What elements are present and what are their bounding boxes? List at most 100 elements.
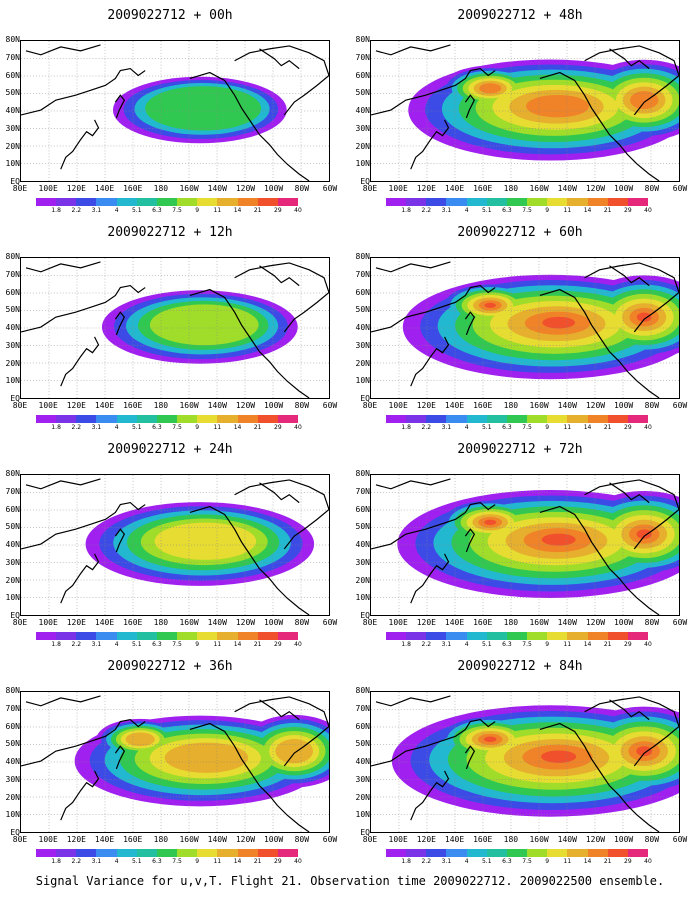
coastline — [609, 482, 650, 504]
colorbar-swatch — [156, 198, 178, 206]
colorbar-swatch — [197, 632, 218, 640]
colorbar-label: 21 — [603, 207, 612, 214]
map-canvas — [21, 475, 329, 615]
latitude-label: 30N — [355, 123, 370, 133]
longitude-label: 80E — [12, 835, 28, 844]
latitude-label: 10N — [355, 810, 370, 820]
colorbar-label: 1.8 — [401, 424, 411, 431]
longitude-label: 140E — [94, 184, 115, 193]
coastline — [189, 288, 310, 398]
longitude-label: 180 — [153, 184, 169, 193]
panel-title: 2009022712 + 72h — [457, 442, 583, 457]
longitude-label: 100W — [613, 618, 634, 627]
colorbar-label: 40 — [644, 641, 652, 648]
coastline — [259, 265, 300, 287]
colorbar-label: 7.5 — [172, 424, 182, 431]
colorbar-label: 40 — [644, 207, 652, 214]
latitude-label: 70N — [355, 269, 370, 279]
latitude-label: EQ — [360, 611, 370, 620]
colorbar-swatch — [627, 415, 649, 423]
longitude-label: 140W — [207, 184, 227, 193]
coastline — [410, 119, 450, 170]
longitude-label: 60W — [322, 835, 338, 844]
latitude-label: 70N — [5, 52, 20, 62]
coastline — [375, 261, 451, 273]
colorbar — [386, 849, 649, 857]
colorbar-labels: 1.8 2.2 3.1 4 5.1 6.3 7.5 9 11 14 21 29 40 — [386, 207, 651, 215]
latitude-label: 70N — [355, 703, 370, 713]
latitude-label: 10N — [5, 159, 20, 169]
longitude-label: 100E — [38, 184, 58, 193]
colorbar-swatch — [237, 632, 258, 640]
coastline — [114, 745, 126, 770]
colorbar-label: 6.3 — [152, 207, 162, 214]
colorbar-swatch — [136, 632, 157, 640]
colorbar-label: 14 — [233, 641, 242, 648]
longitude-label: 120W — [585, 401, 606, 410]
longitude-label: 160W — [179, 835, 199, 844]
colorbar-swatch — [177, 849, 198, 857]
longitude-label: 140W — [557, 618, 577, 627]
latitude-label: 60N — [5, 70, 20, 80]
colorbar-label: 11 — [563, 207, 572, 214]
longitude-label: 60W — [672, 401, 688, 410]
longitude-label: 120W — [235, 618, 256, 627]
colorbar-swatch — [257, 632, 278, 640]
colorbar-swatch — [156, 632, 178, 640]
colorbar-swatch — [426, 415, 447, 423]
colorbar-label: 9 — [545, 858, 550, 865]
colorbar-swatch — [406, 632, 427, 640]
colorbar-label: 2.2 — [71, 424, 82, 431]
panel-title: 2009022712 + 48h — [457, 8, 583, 23]
coastline — [410, 336, 450, 387]
colorbar-label: 7.5 — [522, 858, 532, 865]
colorbar-swatch — [446, 415, 467, 423]
coastline — [609, 265, 650, 287]
longitude-label: 120E — [66, 835, 86, 844]
colorbar-label: 4 — [114, 641, 119, 648]
variance-contour — [149, 304, 259, 346]
coastline — [539, 71, 660, 181]
latitude-label: 30N — [355, 774, 370, 784]
longitude-label: 180 — [503, 184, 519, 193]
longitude-label: 160E — [123, 184, 143, 193]
colorbar-label: 6.3 — [152, 858, 162, 865]
colorbar-swatch — [76, 415, 97, 423]
colorbar-label: 1.8 — [401, 641, 411, 648]
colorbar-label: 29 — [274, 641, 282, 648]
colorbar-label: 4 — [114, 858, 119, 865]
colorbar-swatch — [136, 415, 157, 423]
colorbar-label: 21 — [603, 641, 612, 648]
coastline — [539, 722, 660, 832]
colorbar-swatch — [36, 415, 57, 423]
colorbar-swatch — [386, 198, 407, 206]
latitude-label: 40N — [355, 106, 370, 115]
longitude-label: 80E — [362, 835, 378, 844]
panel-title: 2009022712 + 36h — [107, 659, 233, 674]
longitude-label: 140E — [444, 184, 465, 193]
longitude-label: 160W — [529, 401, 549, 410]
figure-caption: Signal Variance for u,v,T. Flight 21. Ob… — [35, 874, 665, 888]
coastline — [189, 505, 310, 615]
latitude-label: 50N — [355, 522, 370, 532]
longitude-label: 140W — [557, 401, 577, 410]
latitude-label: 70N — [5, 486, 20, 496]
colorbar-swatch — [506, 632, 528, 640]
latitude-label: 80N — [355, 469, 370, 478]
longitude-label: 100E — [388, 401, 408, 410]
colorbar-label: 40 — [644, 858, 652, 865]
coastline — [189, 71, 310, 181]
colorbar-label: 14 — [233, 424, 242, 431]
colorbar-swatch — [116, 198, 137, 206]
colorbar-label: 9 — [195, 207, 200, 214]
map-panel: 2009022712 + 84h 80N 70N 60N 50N 40N 30N 20N 10N… — [350, 659, 690, 865]
coastline — [464, 528, 476, 553]
colorbar-label: 4 — [114, 207, 119, 214]
variance-contour — [636, 529, 652, 539]
longitude-label: 160W — [529, 618, 549, 627]
coastline — [584, 45, 679, 116]
colorbar-swatch — [386, 415, 407, 423]
colorbar-swatch — [257, 849, 278, 857]
longitude-label: 80E — [12, 618, 28, 627]
coastline — [21, 718, 146, 767]
